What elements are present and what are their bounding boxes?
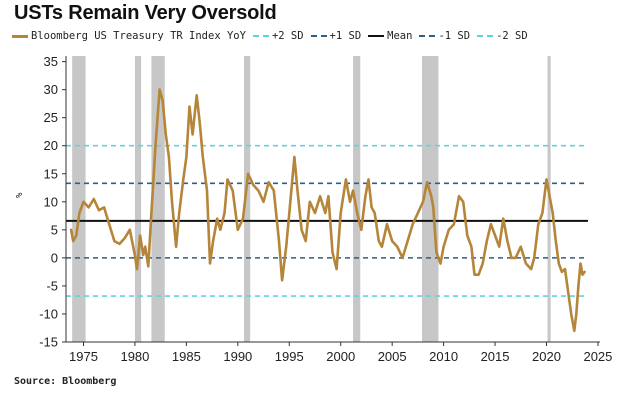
x-tick-label: 1990 [223, 349, 252, 364]
legend-label-index: Bloomberg US Treasury TR Index YoY [31, 30, 246, 42]
legend-item-minus1sd: -1 SD [419, 30, 470, 42]
x-tick-label: 1995 [275, 349, 304, 364]
y-tick-label: 5 [51, 222, 58, 237]
x-tick-label: 2010 [429, 349, 458, 364]
legend-item-index: Bloomberg US Treasury TR Index YoY [12, 30, 246, 42]
y-axis-label: % [15, 192, 25, 198]
legend-swatch-plus2sd [252, 35, 269, 37]
x-tick-label: 2000 [326, 349, 355, 364]
recession-band [244, 56, 251, 342]
x-tick-label: 2005 [378, 349, 407, 364]
legend-item-plus2sd: +2 SD [252, 30, 304, 42]
recession-bands [72, 56, 551, 342]
recession-band [422, 56, 439, 342]
legend-label-mean: Mean [387, 30, 413, 42]
legend-item-mean: Mean [368, 30, 412, 42]
legend-label-plus1sd: +1 SD [329, 30, 362, 42]
y-tick-label: 30 [44, 82, 58, 97]
chart-title: USTs Remain Very Oversold [14, 2, 277, 24]
legend-swatch-plus1sd [310, 35, 327, 37]
legend-item-minus2sd: -2 SD [477, 30, 528, 42]
x-tick-label: 1980 [120, 349, 149, 364]
y-tick-label: 0 [51, 250, 58, 265]
x-tick-label: 1985 [172, 349, 201, 364]
y-tick-label: 20 [44, 138, 58, 153]
legend-swatch-minus1sd [419, 35, 436, 37]
reference-lines [66, 144, 588, 297]
legend-item-plus1sd: +1 SD [310, 30, 362, 42]
y-tick-label: 35 [44, 54, 58, 69]
x-tick-label: 1975 [69, 349, 98, 364]
x-tick-label: 2025 [583, 349, 612, 364]
x-tick-label: 2015 [481, 349, 510, 364]
series-line-treasury-index [69, 88, 586, 333]
source-note: Source: Bloomberg [14, 376, 117, 387]
legend-swatch-mean [368, 35, 385, 37]
series-group [69, 88, 586, 333]
legend-label-minus1sd: -1 SD [438, 30, 471, 42]
recession-band [151, 56, 165, 342]
y-tick-label: -5 [46, 278, 58, 293]
recession-band [134, 56, 142, 342]
y-tick-label: 15 [44, 166, 58, 181]
y-tick-label: 25 [44, 110, 58, 125]
legend-label-plus2sd: +2 SD [271, 30, 304, 42]
y-tick-label: -10 [39, 306, 58, 321]
legend-label-minus2sd: -2 SD [496, 30, 528, 42]
y-tick-label: -15 [39, 335, 58, 350]
legend-swatch-index [12, 34, 28, 38]
x-tick-label: 2020 [532, 349, 561, 364]
y-tick-label: 10 [44, 194, 58, 209]
recession-band [353, 56, 361, 342]
recession-band [72, 56, 86, 342]
legend-swatch-minus2sd [477, 35, 494, 37]
chart-legend: Bloomberg US Treasury TR Index YoY +2 SD… [12, 30, 535, 42]
